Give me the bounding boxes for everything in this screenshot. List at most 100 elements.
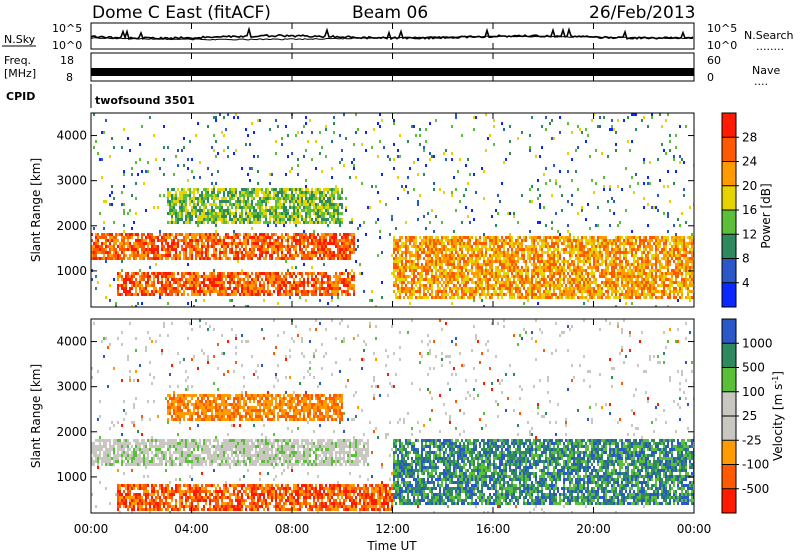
power-cell <box>349 233 351 236</box>
power-cell <box>565 260 567 263</box>
power-cell <box>315 197 317 200</box>
power-cell <box>519 248 521 251</box>
power-cell <box>329 239 331 242</box>
power-cell <box>237 275 239 278</box>
power-cell <box>231 188 233 191</box>
power-cell <box>197 122 199 125</box>
power-cell <box>549 287 551 290</box>
power-cell <box>181 287 183 290</box>
power-cell <box>467 236 469 239</box>
power-cell <box>173 287 175 290</box>
power-cell <box>569 293 571 296</box>
power-cell <box>191 242 193 245</box>
power-cell <box>169 275 171 278</box>
power-cell <box>587 239 589 242</box>
power-cell <box>435 278 437 281</box>
power-cell <box>603 239 605 242</box>
power-cell <box>235 203 237 206</box>
power-cell <box>513 263 515 266</box>
power-cell <box>233 254 235 257</box>
power-cell <box>125 290 127 293</box>
power-cell <box>207 245 209 248</box>
power-cell <box>559 254 561 257</box>
power-cell <box>311 236 313 239</box>
power-cell <box>117 245 119 248</box>
power-cell <box>225 233 227 236</box>
power-cell <box>541 146 543 149</box>
power-cell <box>429 152 431 155</box>
power-cell <box>181 212 183 215</box>
power-cell <box>409 290 411 293</box>
power-cell <box>105 236 107 239</box>
power-cell <box>273 218 275 221</box>
power-cell <box>227 245 229 248</box>
power-cell <box>343 272 345 275</box>
power-cell <box>159 257 161 260</box>
power-cell <box>297 212 299 215</box>
power-cell <box>399 272 401 275</box>
power-cell <box>291 218 293 221</box>
power-cell <box>105 200 107 203</box>
power-cell <box>489 293 491 296</box>
power-cell <box>259 218 261 221</box>
power-cell <box>307 290 309 293</box>
power-cell <box>121 269 123 272</box>
power-cell <box>325 281 327 284</box>
power-cell <box>533 293 535 296</box>
power-cell <box>597 224 599 227</box>
power-cell <box>333 212 335 215</box>
power-cell <box>175 218 177 221</box>
power-cell <box>195 287 197 290</box>
power-cell <box>321 281 323 284</box>
power-cell <box>521 281 523 284</box>
power-cell <box>235 218 237 221</box>
power-cell <box>249 209 251 212</box>
power-cell <box>203 188 205 191</box>
power-cell <box>415 257 417 260</box>
power-cell <box>269 290 271 293</box>
power-cell <box>589 263 591 266</box>
power-cell <box>143 248 145 251</box>
power-cell <box>309 197 311 200</box>
power-cell <box>307 278 309 281</box>
power-cell <box>475 236 477 239</box>
power-cell <box>205 206 207 209</box>
power-cell <box>269 275 271 278</box>
power-cell <box>503 269 505 272</box>
power-cell <box>449 254 451 257</box>
power-cell <box>619 242 621 245</box>
power-cell <box>401 284 403 287</box>
power-cell <box>207 209 209 212</box>
power-cell <box>447 281 449 284</box>
power-cell <box>327 209 329 212</box>
power-cell <box>567 170 569 173</box>
power-cell <box>259 236 261 239</box>
power-cell <box>315 290 317 293</box>
power-cell <box>169 194 171 197</box>
power-cell <box>313 251 315 254</box>
power-cell <box>563 275 565 278</box>
power-cell <box>563 242 565 245</box>
power-cell <box>283 212 285 215</box>
power-cell <box>525 248 527 251</box>
power-cell <box>231 290 233 293</box>
power-cell <box>453 245 455 248</box>
power-cell <box>153 245 155 248</box>
power-cell <box>579 269 581 272</box>
power-cell <box>411 266 413 269</box>
power-cell <box>527 266 529 269</box>
power-cell <box>371 146 373 149</box>
power-cell <box>259 200 261 203</box>
power-cell <box>211 290 213 293</box>
power-cell <box>277 281 279 284</box>
power-cell <box>267 191 269 194</box>
power-cell <box>409 254 411 257</box>
power-cell <box>113 254 115 257</box>
power-cell <box>493 242 495 245</box>
power-cell <box>623 239 625 242</box>
power-cell <box>277 284 279 287</box>
power-cell <box>397 155 399 158</box>
power-cell <box>521 194 523 197</box>
power-cell <box>499 248 501 251</box>
